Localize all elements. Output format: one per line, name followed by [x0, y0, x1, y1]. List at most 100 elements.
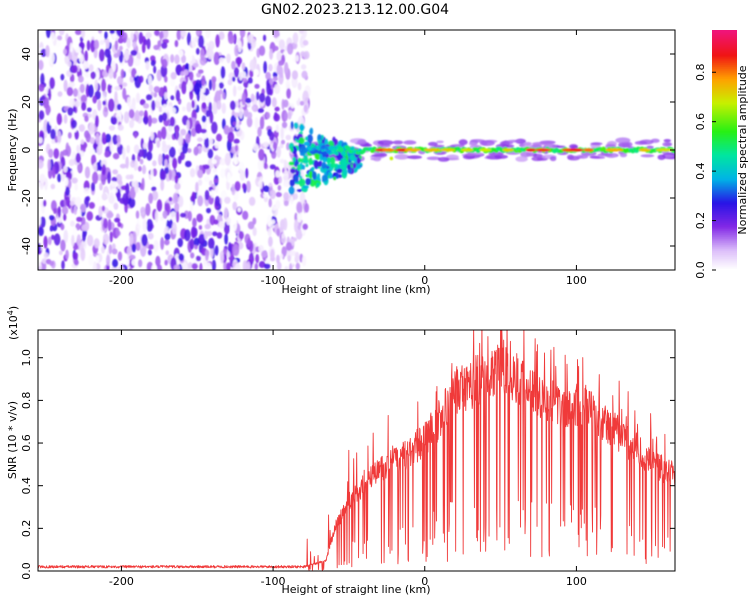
heatmap-noise-blob	[193, 82, 201, 95]
heatmap-noise-blob	[139, 158, 144, 165]
colorbar-tick-label: 0.0	[694, 261, 707, 279]
heatmap-noise-blob	[66, 86, 74, 97]
colorbar-segment	[712, 136, 737, 139]
heatmap-noise-blob	[189, 238, 195, 250]
heatmap-noise-blob	[215, 34, 220, 48]
heatmap-noise-blob	[150, 167, 154, 181]
heatmap-noise-blob	[86, 234, 94, 247]
heatmap-noise-blob	[71, 119, 77, 129]
heatmap-noise-blob	[187, 210, 192, 222]
colorbar-segment	[712, 160, 737, 163]
heatmap-noise-blob	[169, 78, 176, 87]
heatmap-noise-blob	[116, 103, 122, 111]
heatmap-noise-blob	[218, 31, 225, 40]
colorbar-segment	[712, 132, 737, 135]
colorbar-segment	[712, 226, 737, 229]
heatmap-noise-blob	[78, 53, 84, 64]
heatmap-hotspot	[404, 148, 421, 152]
heatmap-noise-blob	[72, 88, 78, 97]
heatmap-noise-blob	[180, 212, 187, 218]
heatmap-noise-blob	[138, 75, 144, 83]
colorbar-segment	[712, 48, 737, 51]
bottom-y-tick-label: 0.6	[20, 434, 33, 452]
heatmap-noise-blob	[138, 110, 144, 117]
heatmap-noise-blob	[58, 250, 63, 256]
heatmap-noise-blob	[261, 250, 268, 258]
heatmap-noise-blob	[57, 130, 62, 143]
heatmap-noise-blob	[160, 220, 168, 226]
colorbar-segment	[712, 258, 737, 261]
colorbar-segment	[712, 238, 737, 241]
colorbar-segment	[712, 52, 737, 55]
heatmap-noise-blob	[269, 78, 274, 85]
heatmap-noise-blob	[258, 45, 266, 56]
heatmap-noise-blob	[232, 201, 238, 211]
heatmap-noise-blob	[209, 110, 214, 124]
heatmap-noise-blob	[153, 44, 160, 51]
heatmap-transition-blob	[296, 188, 303, 193]
heatmap-noise-blob	[147, 244, 155, 250]
colorbar-segment	[712, 164, 737, 167]
heatmap-noise-blob	[286, 142, 290, 151]
heatmap-noise-blob	[43, 252, 49, 259]
heatmap-transition-blob	[298, 137, 305, 145]
heatmap-noise-blob	[142, 164, 147, 175]
heatmap-noise-blob	[114, 217, 121, 223]
colorbar-segment	[712, 264, 737, 267]
heatmap-halo-blob	[530, 144, 543, 149]
heatmap-noise-blob	[88, 64, 94, 72]
heatmap-noise-blob	[122, 82, 128, 87]
heatmap-noise-blob	[170, 54, 175, 63]
heatmap-noise-blob	[142, 116, 149, 124]
heatmap-halo-blob	[569, 144, 578, 149]
heatmap-noise-blob	[302, 223, 308, 231]
heatmap-transition-blob	[304, 154, 308, 160]
heatmap-noise-blob	[269, 131, 275, 142]
heatmap-noise-blob	[112, 258, 119, 268]
heatmap-noise-blob	[116, 134, 121, 143]
heatmap-noise-blob	[180, 30, 187, 38]
heatmap-noise-blob	[250, 37, 257, 49]
heatmap-noise-blob	[38, 181, 41, 192]
heatmap-noise-blob	[92, 261, 97, 270]
heatmap-noise-blob	[101, 164, 106, 176]
colorbar-segment	[712, 64, 737, 67]
heatmap-halo-blob	[427, 141, 438, 147]
heatmap-noise-blob	[150, 55, 156, 62]
heatmap-noise-blob	[224, 233, 229, 245]
heatmap-transition-blob	[293, 122, 299, 130]
colorbar-segment	[712, 194, 737, 197]
bottom-y-tick-label: 1.0	[20, 349, 33, 367]
heatmap-noise-blob	[73, 205, 78, 216]
heatmap-noise-blob	[181, 261, 188, 270]
heatmap-noise-blob	[80, 247, 86, 261]
heatmap-noise-blob	[238, 106, 244, 120]
heatmap-transition-blob	[346, 164, 351, 170]
heatmap-transition-blob	[330, 163, 337, 168]
colorbar-segment	[712, 228, 737, 231]
heatmap-halo-blob	[426, 156, 441, 161]
heatmap-noise-blob	[188, 71, 194, 81]
heatmap-noise-blob	[203, 164, 210, 170]
heatmap-noise-blob	[198, 225, 203, 230]
heatmap-hotspot	[439, 148, 456, 152]
heatmap-noise-blob	[60, 223, 65, 231]
heatmap-noise-blob	[106, 254, 111, 267]
heatmap-noise-blob	[208, 180, 213, 187]
heatmap-noise-blob	[156, 140, 161, 148]
heatmap-noise-blob	[257, 126, 262, 137]
heatmap-transition-blob	[305, 177, 311, 186]
heatmap-noise-blob	[154, 30, 160, 36]
heatmap-noise-blob	[174, 202, 180, 212]
heatmap-noise-blob	[191, 263, 198, 270]
heatmap-hotspot	[479, 148, 492, 152]
heatmap-noise-blob	[158, 106, 163, 113]
heatmap-noise-blob	[162, 210, 168, 219]
heatmap-noise-blob	[93, 238, 100, 249]
heatmap-noise-blob	[128, 108, 135, 119]
colorbar-segment	[712, 76, 737, 79]
heatmap-noise-blob	[277, 184, 282, 191]
heatmap-noise-blob	[49, 77, 55, 90]
heatmap-noise-blob	[278, 60, 285, 66]
heatmap-noise-blob	[99, 39, 105, 46]
